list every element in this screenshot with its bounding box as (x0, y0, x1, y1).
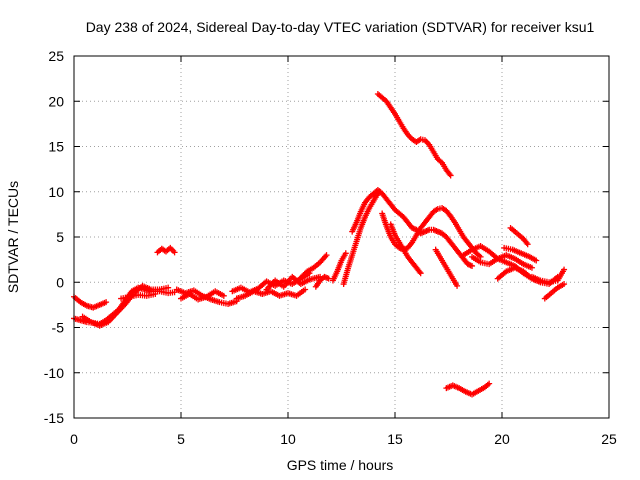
data-point (165, 284, 172, 291)
series-arc-14 (340, 188, 384, 288)
series-arc-05 (154, 244, 178, 256)
y-tick-label: 20 (48, 93, 64, 109)
series-arc-10 (263, 273, 324, 293)
series-arc-04 (118, 291, 159, 302)
x-axis-label: GPS time / hours (287, 457, 394, 473)
series-arc-13 (329, 250, 349, 284)
data-point (561, 266, 568, 273)
series-arc-26 (541, 281, 568, 302)
data-point (447, 172, 454, 179)
axis-ticks: 0 5 10 15 20 25 -15 -10 -5 0 5 10 15 20 25 (44, 48, 617, 447)
data-point (171, 249, 178, 256)
y-tick-label: -15 (44, 410, 64, 426)
series-arc-15 (349, 186, 476, 269)
data-point (152, 291, 159, 298)
data-point (528, 264, 535, 271)
y-tick-label: -5 (52, 320, 65, 336)
data-point (561, 281, 568, 288)
series-arc-16 (379, 205, 484, 260)
series-arc-03 (79, 282, 172, 329)
series-arc-23 (501, 244, 540, 264)
series-arc-11 (297, 252, 330, 281)
x-tick-label: 5 (177, 431, 185, 447)
x-tick-label: 20 (494, 431, 510, 447)
y-tick-label: -10 (44, 365, 64, 381)
data-point (302, 286, 309, 293)
y-tick-label: 10 (48, 184, 64, 200)
data-point (220, 292, 227, 299)
data-point (486, 380, 493, 387)
series-arc-21 (469, 252, 535, 271)
y-tick-label: 15 (48, 139, 64, 155)
series-arc-24 (507, 224, 531, 248)
x-tick-label: 10 (280, 431, 296, 447)
y-tick-label: 5 (56, 229, 64, 245)
series-arc-07 (178, 288, 227, 303)
data-point (454, 282, 461, 289)
data-point (469, 262, 476, 269)
data-point (323, 252, 330, 259)
series-arc-27 (443, 380, 493, 398)
series-arc-01 (71, 293, 110, 311)
data-points (71, 91, 568, 398)
grid (74, 56, 609, 418)
data-point (325, 275, 332, 282)
data-point (103, 299, 110, 306)
data-point (342, 250, 349, 257)
x-tick-label: 25 (601, 431, 617, 447)
chart-title: Day 238 of 2024, Sidereal Day-to-day VTE… (86, 19, 595, 35)
series-arc-12 (312, 273, 332, 290)
y-tick-label: 25 (48, 48, 64, 64)
series-arc-18 (374, 91, 454, 179)
y-axis-label: SDTVAR / TECUs (5, 181, 21, 293)
x-tick-label: 0 (70, 431, 78, 447)
series-arc-25 (528, 266, 568, 286)
data-point (533, 257, 540, 264)
data-point (524, 241, 531, 248)
series-arc-09 (233, 286, 309, 302)
data-point (477, 253, 484, 260)
y-tick-label: 0 (56, 274, 64, 290)
series-arc-17 (387, 221, 424, 277)
data-point (417, 270, 424, 277)
series-arc-19 (432, 246, 461, 289)
x-tick-label: 15 (387, 431, 403, 447)
